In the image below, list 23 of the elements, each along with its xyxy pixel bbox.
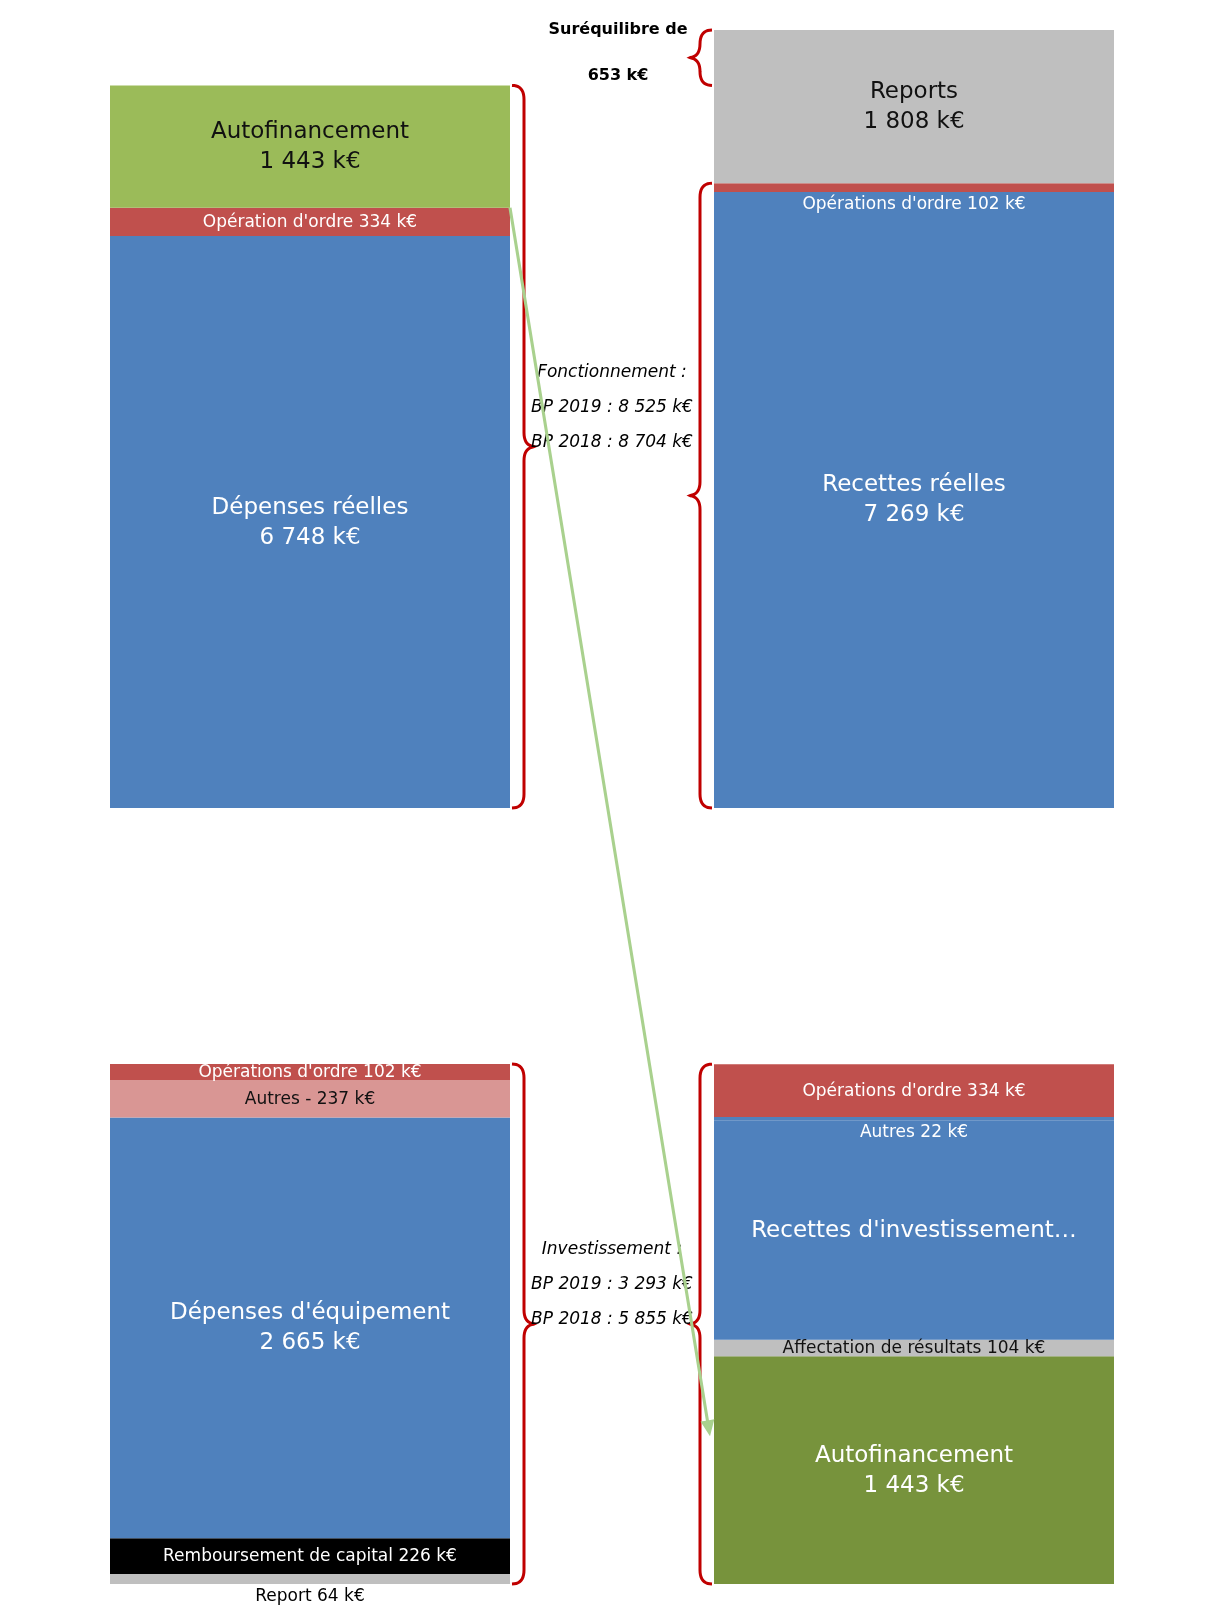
text: Autres - 237 k€: [244, 1087, 376, 1108]
series-label: Reports: [869, 77, 959, 104]
series-label: Recettes réelles: [822, 470, 1006, 497]
data-label: 2 665 k€: [259, 1328, 361, 1355]
text: Opération d'ordre 334 k€: [202, 210, 418, 231]
text: Opérations d'ordre 334 k€: [802, 1079, 1026, 1100]
series-label: Autofinancement: [814, 1440, 1014, 1467]
text: Affectation de résultats 104 k€: [782, 1337, 1046, 1357]
text: Remboursement de capital 226 k€: [163, 1545, 457, 1566]
series-label: Dépenses d'équipement: [169, 1298, 451, 1325]
series-label: Recettes d'investissement…: [751, 1215, 1077, 1242]
text: Opérations d'ordre 102 k€: [802, 192, 1026, 213]
data-label: 1 443 k€: [259, 147, 361, 174]
data-label: 1 443 k€: [863, 1470, 965, 1497]
data-label: 7 269 k€: [863, 500, 965, 527]
text: Suréquilibre de 653 k€: [548, 18, 688, 84]
series-label: Dépenses réelles: [211, 492, 409, 519]
text: Opérations d'ordre 102 k€: [198, 1061, 422, 1082]
data-label: 6 748 k€: [259, 522, 361, 549]
series-label: Autofinancement: [210, 117, 410, 144]
text: Report 64 k€: [255, 1585, 365, 1605]
data-label: 1 808 k€: [863, 107, 965, 134]
text: Autres 22 k€: [859, 1121, 969, 1142]
